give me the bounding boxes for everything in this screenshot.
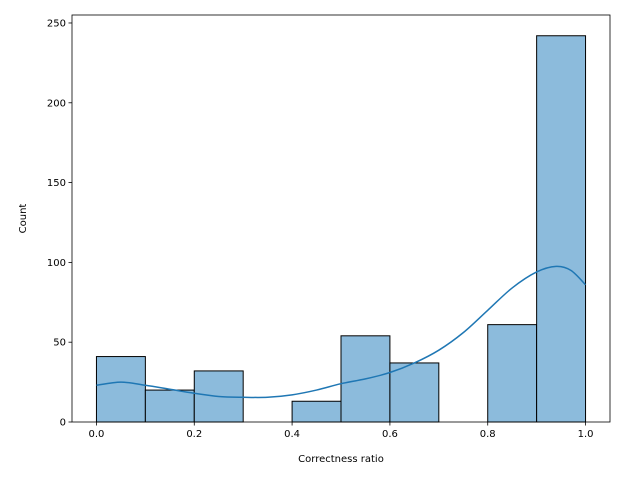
y-tick-label: 50 bbox=[53, 338, 66, 349]
x-tick-label: 0.4 bbox=[284, 429, 300, 440]
x-tick-label: 0.6 bbox=[382, 429, 398, 440]
y-tick-label: 250 bbox=[47, 18, 66, 29]
histogram-bar bbox=[389, 362, 440, 423]
histogram-bars bbox=[95, 35, 587, 423]
x-tick-label: 0.0 bbox=[89, 429, 105, 440]
kde-line bbox=[96, 265, 587, 399]
y-tick-label: 150 bbox=[47, 178, 66, 189]
histogram-bar bbox=[487, 324, 538, 423]
x-tick-label: 0.8 bbox=[480, 429, 496, 440]
x-axis-ticks: 0.0 0.2 0.4 0.6 0.8 1.0 bbox=[89, 422, 594, 440]
x-tick-label: 1.0 bbox=[578, 429, 594, 440]
histogram-bar bbox=[144, 389, 195, 423]
y-tick-label: 100 bbox=[47, 258, 66, 269]
y-axis-label: Count bbox=[18, 204, 29, 234]
histogram-bar bbox=[536, 35, 587, 423]
kde-curve-layer bbox=[96, 265, 587, 399]
y-tick-label: 200 bbox=[47, 98, 66, 109]
x-axis-label: Correctness ratio bbox=[298, 454, 384, 465]
histogram-bar bbox=[95, 356, 146, 423]
x-tick-label: 0.2 bbox=[186, 429, 202, 440]
plot-frame bbox=[71, 14, 611, 423]
histogram-bar bbox=[291, 400, 342, 423]
y-axis-ticks: 0 50 100 150 200 250 bbox=[47, 18, 72, 429]
y-tick-label: 0 bbox=[60, 418, 66, 429]
